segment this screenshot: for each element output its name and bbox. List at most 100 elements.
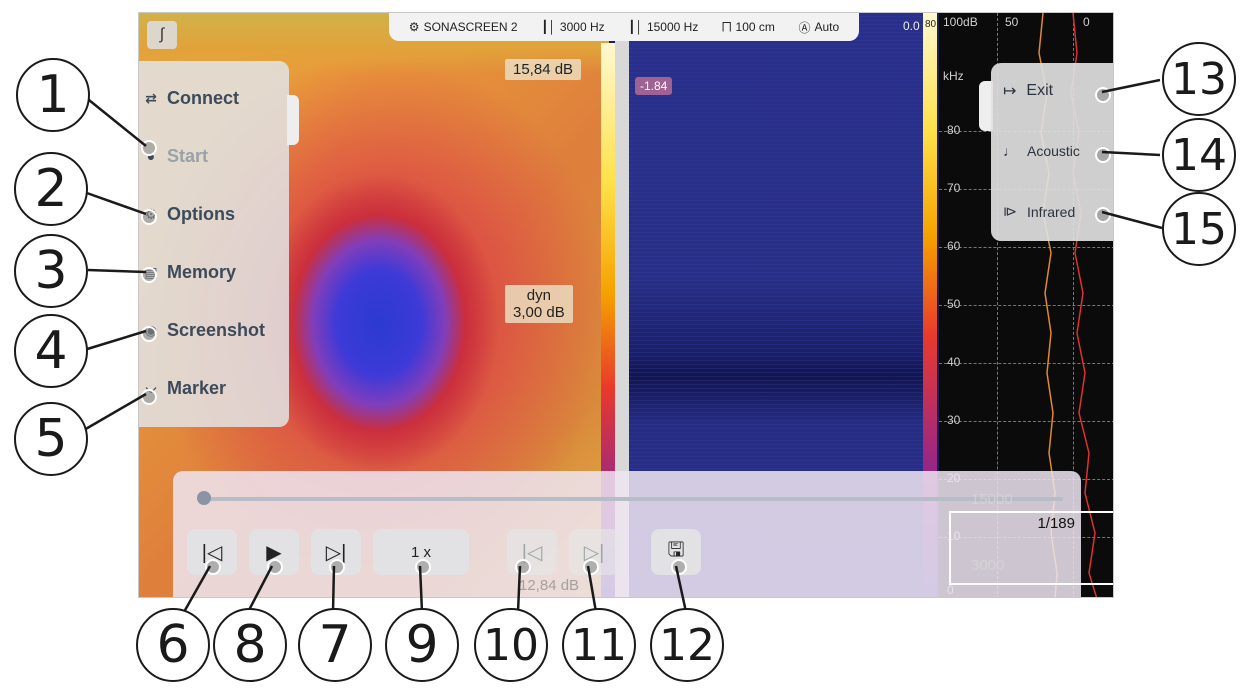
menu-label: Marker <box>167 377 227 398</box>
menu-item-connect[interactable]: ⇄ Connect <box>139 83 239 113</box>
distance-indicator: ⨅ 100 cm <box>722 20 775 35</box>
menu-label: Screenshot <box>167 319 266 340</box>
callout-15: 15 <box>1162 192 1236 266</box>
khz-tick: 30 <box>947 413 961 427</box>
freq-high-indicator: ┃│ 15000 Hz <box>628 20 698 34</box>
callout-4: 4 <box>14 314 88 388</box>
annotation-dot <box>141 140 157 156</box>
mode-indicator: Ⓐ Auto <box>798 19 839 36</box>
freq-high-label: 15000 <box>971 491 1013 508</box>
freq-low-indicator: ┃│ 3000 Hz <box>541 20 604 34</box>
annotation-dot <box>329 559 345 575</box>
frame-counter: 1/189 <box>1037 515 1075 532</box>
infrared-icon: ⧐ <box>1003 203 1017 219</box>
mode-value: Auto <box>814 20 840 34</box>
scale-value: 0.0 <box>903 19 920 33</box>
callout-12: 12 <box>650 608 724 682</box>
grid-line <box>939 305 1113 306</box>
menu-label: Start <box>167 145 209 166</box>
menu-label: Options <box>167 203 235 224</box>
grid-line <box>939 421 1113 422</box>
callout-14: 14 <box>1162 118 1236 192</box>
freq-low: 3000 Hz <box>559 20 605 34</box>
menu-label: Acoustic <box>1027 143 1080 159</box>
callout-3: 3 <box>14 234 88 308</box>
spectrogram-colorbar <box>923 13 937 597</box>
freq-low-label: 3000 <box>971 557 1005 574</box>
callout-6: 6 <box>136 608 210 682</box>
play-icon: ▶ <box>266 541 282 564</box>
prev-marker-button[interactable]: |◁ <box>507 529 557 575</box>
khz-tick: 50 <box>947 297 961 311</box>
annotation-dot <box>583 559 599 575</box>
freq-high: 15000 Hz <box>646 20 699 34</box>
right-menu-grip[interactable] <box>979 81 993 131</box>
marker-icon: ⌵ <box>145 379 157 396</box>
annotation-dot <box>1095 207 1111 223</box>
annotation-dot <box>205 559 221 575</box>
annotation-dot <box>1095 147 1111 163</box>
annotation-dot <box>671 559 687 575</box>
khz-tick: 70 <box>947 181 961 195</box>
callout-2: 2 <box>14 152 88 226</box>
db-tick: 100dB <box>943 15 978 29</box>
status-bar: ⚙ SONASCREEN 2 ┃│ 3000 Hz ┃│ 15000 Hz ⨅ 100 … <box>389 13 859 41</box>
playback-panel: |◁ ▶ ▷| 1 x |◁ ▷| 🖫 12,84 dB <box>173 471 1081 597</box>
callout-5: 5 <box>14 402 88 476</box>
scale-top: 80 <box>925 19 937 30</box>
spectro-min-label: -1.84 <box>635 77 673 95</box>
split-divider[interactable] <box>615 13 629 597</box>
dyn-value: 3,00 dB <box>513 304 565 321</box>
link-icon: ⇄ <box>145 89 157 106</box>
device-icon: ⚙ <box>408 20 420 34</box>
annotation-dot <box>141 209 157 225</box>
annotation-dot <box>515 559 531 575</box>
annotation-dot <box>415 559 431 575</box>
right-menu: ↦ Exit ♩ Acoustic ⧐ Infrared <box>991 63 1113 241</box>
exit-icon: ↦ <box>1003 83 1017 100</box>
db-tick: 0 <box>1083 15 1090 29</box>
menu-label: Infrared <box>1027 203 1076 220</box>
dyn-title: dyn <box>526 287 551 304</box>
device-indicator: ⚙ SONASCREEN 2 <box>409 20 518 34</box>
annotation-dot <box>141 326 157 342</box>
thermal-colorbar <box>601 43 615 597</box>
skip-start-icon: |◁ <box>201 541 223 564</box>
menu-item-acoustic[interactable]: ♩ Acoustic <box>1003 143 1080 159</box>
menu-item-marker[interactable]: ⌵ Marker <box>139 373 226 403</box>
callout-1: 1 <box>16 58 90 132</box>
left-menu-grip[interactable] <box>287 95 299 145</box>
callout-9: 9 <box>385 608 459 682</box>
timeline-slider[interactable] <box>203 497 1063 501</box>
record-icon: ● <box>146 148 156 164</box>
callout-7: 7 <box>298 608 372 682</box>
menu-label: Memory <box>167 261 237 282</box>
annotation-dot <box>141 267 157 283</box>
khz-label: kHz <box>943 69 964 83</box>
save-icon: 🖫 <box>667 539 685 561</box>
device-name: SONASCREEN 2 <box>423 20 518 34</box>
app-screen: ∫ 100dB 50 0 kHz 80 70 60 50 40 30 20 10… <box>138 12 1114 598</box>
menu-item-start[interactable]: ● Start <box>139 141 208 171</box>
dyn-label: dyn 3,00 dB <box>505 285 573 323</box>
khz-tick: 60 <box>947 239 961 253</box>
menu-item-exit[interactable]: ↦ Exit <box>1003 81 1053 101</box>
menu-item-infrared[interactable]: ⧐ Infrared <box>1003 203 1075 220</box>
distance-value: 100 cm <box>735 20 775 34</box>
menu-item-screenshot[interactable]: ◉Screenshot <box>139 315 265 345</box>
ruler-icon: ⨅ <box>721 19 732 34</box>
skip-end-icon: ▷| <box>325 541 347 564</box>
callout-10: 10 <box>474 608 548 682</box>
db-tick: 50 <box>1005 15 1019 29</box>
annotation-dot <box>141 389 157 405</box>
menu-label: Connect <box>167 87 239 108</box>
grid-line <box>939 363 1113 364</box>
prev-marker-icon: |◁ <box>521 541 543 564</box>
next-marker-icon: ▷| <box>583 541 605 564</box>
max-db-label: 15,84 dB <box>505 59 582 80</box>
app-logo-icon[interactable]: ∫ <box>147 21 177 49</box>
frame-counter-box: 1/189 15000 3000 <box>949 491 1113 585</box>
callout-11: 11 <box>562 608 636 682</box>
auto-mode-icon: Ⓐ <box>798 20 811 35</box>
timeline-thumb[interactable] <box>197 491 211 505</box>
